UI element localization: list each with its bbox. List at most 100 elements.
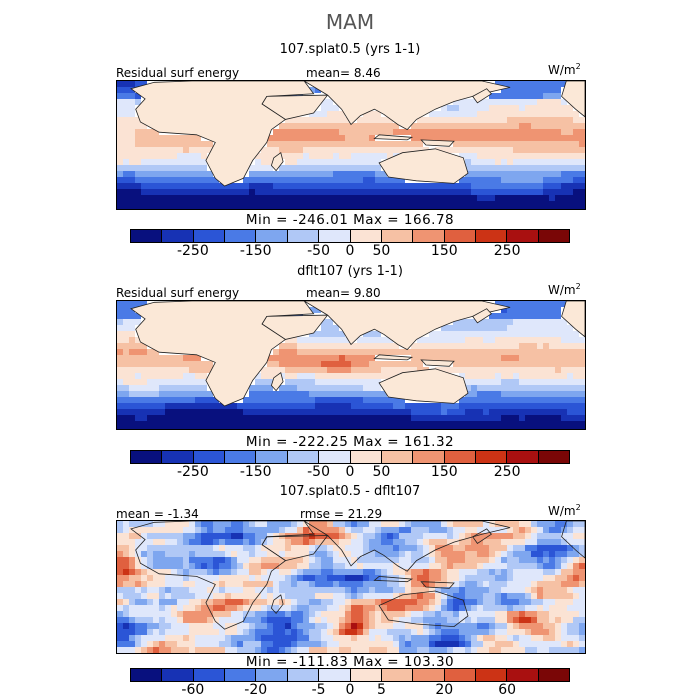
colorbar-tick-label: 20 bbox=[435, 682, 454, 698]
colorbar-tick-label: 60 bbox=[498, 682, 517, 698]
field-cells bbox=[117, 521, 585, 653]
colorbar-cell bbox=[538, 230, 570, 242]
colorbar-tick-label: -250 bbox=[176, 243, 209, 259]
panel-3-rmse-label: rmse = 21.29 bbox=[300, 507, 383, 521]
new-guinea-land bbox=[420, 139, 455, 147]
colorbar-cell bbox=[350, 669, 382, 681]
colorbar-tick-label: 150 bbox=[430, 464, 458, 480]
colorbar-tick-label: -60 bbox=[181, 682, 205, 698]
colorbar-cell bbox=[413, 669, 445, 681]
colorbar-cell bbox=[538, 451, 570, 463]
colorbar-cell bbox=[287, 669, 320, 681]
panel-2-title: dflt107 (yrs 1-1) bbox=[297, 264, 403, 279]
colorbar-cell bbox=[256, 669, 288, 681]
map-field bbox=[117, 521, 585, 653]
colorbar-cell bbox=[381, 669, 414, 681]
colorbar-tick-label: 5 bbox=[376, 682, 386, 698]
panel-2-minmax: Min = -222.25 Max = 161.32 bbox=[245, 434, 455, 450]
panel-1-minmax: Min = -246.01 Max = 166.78 bbox=[245, 212, 455, 228]
new-guinea-land bbox=[420, 359, 455, 367]
panel-1-units-label: W/m2 bbox=[548, 62, 581, 77]
colorbar-cell bbox=[225, 451, 257, 463]
australia-land bbox=[378, 590, 469, 628]
colorbar-cell bbox=[381, 451, 414, 463]
arabia-land bbox=[261, 94, 329, 120]
page-title: MAM bbox=[325, 10, 375, 34]
colorbar-cell bbox=[256, 451, 288, 463]
panel-2-units-label: W/m2 bbox=[548, 282, 581, 297]
colorbar-tick-label: -150 bbox=[239, 464, 272, 480]
panel-3-title: 107.splat0.5 - dflt107 bbox=[279, 484, 421, 499]
colorbar-cell bbox=[350, 230, 382, 242]
panel-1-title: 107.splat0.5 (yrs 1-1) bbox=[279, 42, 421, 57]
asia-land bbox=[303, 301, 511, 351]
colorbar-cell bbox=[225, 669, 257, 681]
colorbar-cell bbox=[193, 669, 226, 681]
panel-3-units-label: W/m2 bbox=[548, 503, 581, 518]
colorbar-tick-label: -250 bbox=[176, 464, 209, 480]
australia-land bbox=[378, 368, 469, 404]
panel-2-colorbar bbox=[130, 450, 570, 464]
australia-land bbox=[378, 148, 469, 184]
colorbar-cell bbox=[350, 451, 382, 463]
panel-3-colorbar bbox=[130, 668, 570, 682]
panel-1-mean-label: mean= 8.46 bbox=[306, 66, 381, 80]
japan-land bbox=[472, 308, 493, 324]
colorbar-tick-label: 250 bbox=[493, 464, 521, 480]
panel-3-mean-label: mean = -1.34 bbox=[116, 507, 199, 521]
panel-2-map bbox=[116, 300, 586, 430]
colorbar-cell bbox=[193, 230, 226, 242]
indonesia-land bbox=[373, 354, 414, 361]
colorbar-cell bbox=[444, 230, 476, 242]
panel-2-mean-label: mean= 9.80 bbox=[306, 286, 381, 300]
asia-land bbox=[303, 81, 511, 131]
colorbar-tick-label: -50 bbox=[307, 464, 330, 480]
panel-1-map bbox=[116, 80, 586, 210]
colorbar-cell bbox=[538, 669, 570, 681]
panel-1-colorbar-ticks: -250 -150 -50 0 50 150 250 bbox=[130, 243, 570, 261]
colorbar-cell bbox=[475, 451, 508, 463]
colorbar-tick-label: 0 bbox=[345, 243, 355, 259]
colorbar-cell bbox=[131, 669, 163, 681]
colorbar-tick-label: 50 bbox=[372, 243, 391, 259]
panel-1-colorbar bbox=[130, 229, 570, 243]
colorbar-cell bbox=[162, 230, 194, 242]
japan-land bbox=[472, 528, 493, 544]
colorbar-cell bbox=[162, 669, 194, 681]
colorbar-cell bbox=[256, 230, 288, 242]
colorbar-cell bbox=[475, 669, 508, 681]
panel-2-variable-label: Residual surf energy bbox=[116, 286, 240, 300]
americas-land bbox=[561, 81, 585, 118]
field-cells bbox=[117, 301, 585, 429]
colorbar-tick-label: 50 bbox=[372, 464, 391, 480]
colorbar-cell bbox=[444, 669, 476, 681]
new-guinea-land bbox=[420, 581, 455, 589]
colorbar-tick-label: 0 bbox=[345, 682, 355, 698]
indonesia-land bbox=[373, 134, 414, 141]
panel-3-map bbox=[116, 520, 586, 654]
colorbar-tick-label: 250 bbox=[493, 243, 521, 259]
colorbar-cell bbox=[131, 451, 163, 463]
colorbar-cell bbox=[507, 451, 539, 463]
panel-3-minmax: Min = -111.83 Max = 103.30 bbox=[245, 654, 455, 670]
colorbar-tick-label: -150 bbox=[239, 243, 272, 259]
japan-land bbox=[472, 88, 493, 104]
colorbar-cell bbox=[287, 230, 320, 242]
madagascar-land bbox=[270, 372, 284, 392]
colorbar-cell bbox=[413, 230, 445, 242]
panel-2-colorbar-ticks: -250 -150 -50 0 50 150 250 bbox=[130, 464, 570, 482]
colorbar-tick-label: 0 bbox=[345, 464, 355, 480]
asia-land bbox=[303, 521, 511, 572]
colorbar-cell bbox=[162, 451, 194, 463]
arabia-land bbox=[261, 314, 329, 340]
colorbar-tick-label: -50 bbox=[307, 243, 330, 259]
americas-land bbox=[561, 521, 585, 559]
arabia-land bbox=[261, 535, 329, 562]
americas-land bbox=[561, 301, 585, 338]
panel-1-variable-label: Residual surf energy bbox=[116, 66, 240, 80]
colorbar-cell bbox=[507, 669, 539, 681]
colorbar-cell bbox=[193, 451, 226, 463]
madagascar-land bbox=[270, 152, 284, 172]
colorbar-tick-label: -5 bbox=[311, 682, 326, 698]
colorbar-cell bbox=[287, 451, 320, 463]
